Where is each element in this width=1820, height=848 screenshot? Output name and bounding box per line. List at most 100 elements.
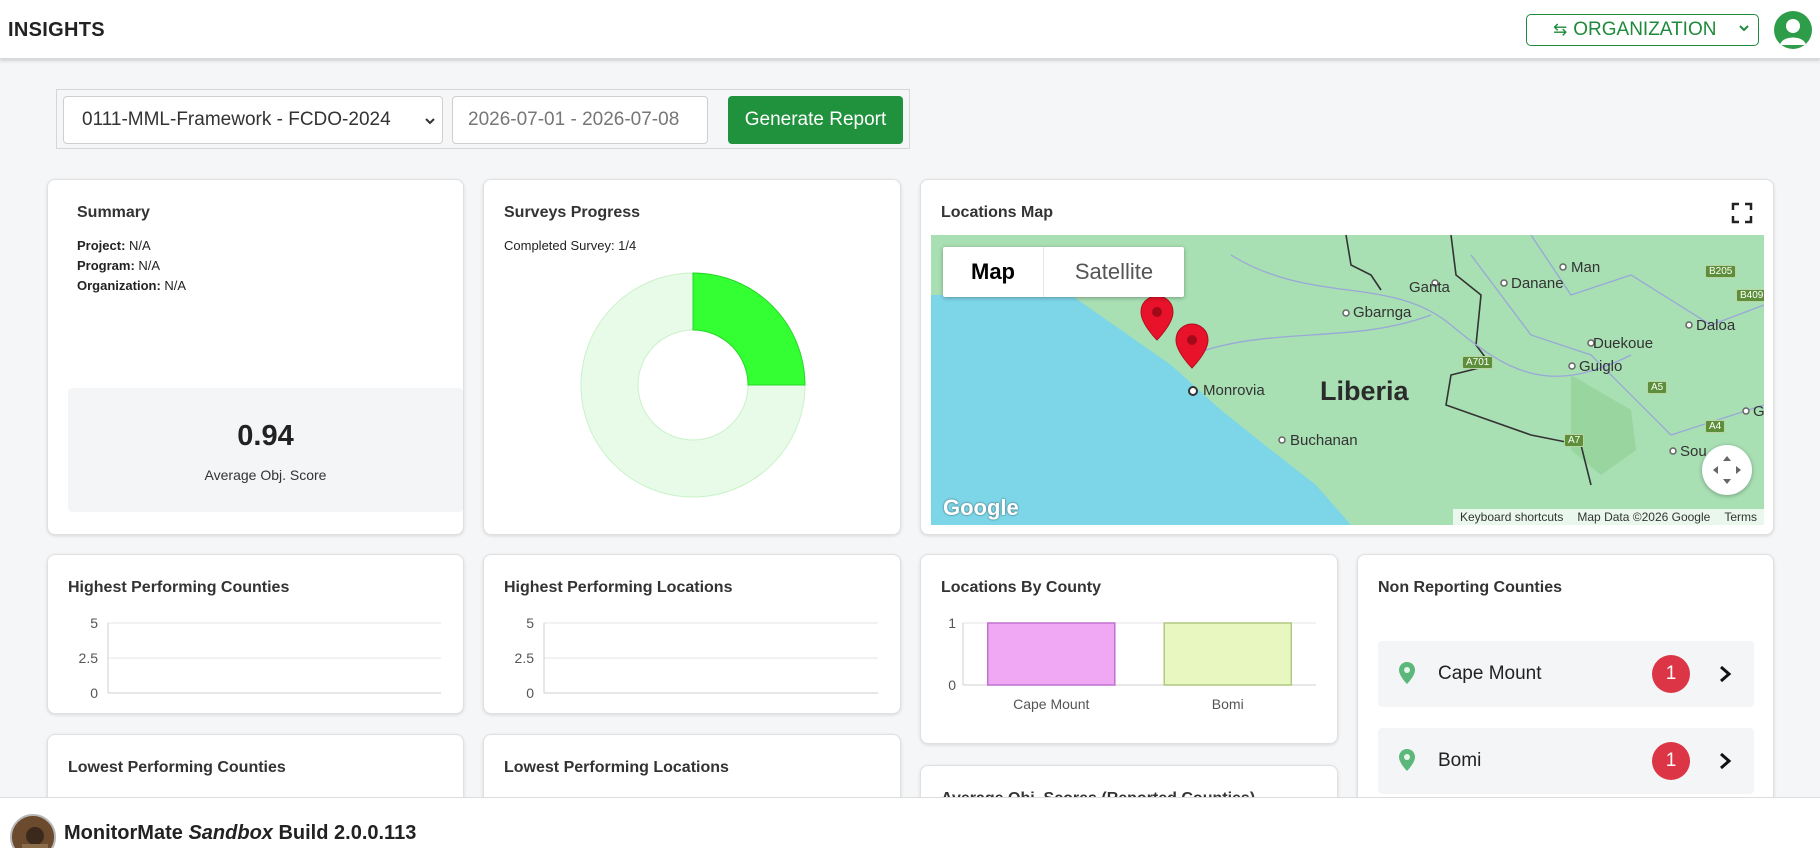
- build-version: Build 2.0.0.113: [278, 822, 417, 844]
- program-label: Program:: [77, 258, 135, 273]
- chevron-right-icon: [1720, 665, 1732, 683]
- non-reporting-county-item[interactable]: Cape Mount 1: [1378, 641, 1754, 707]
- map-attribution: Keyboard shortcuts Map Data ©2026 Google…: [1453, 509, 1764, 525]
- map-pin-icon[interactable]: [1140, 295, 1174, 341]
- county-name: Bomi: [1438, 750, 1482, 771]
- highway-marker: A4: [1705, 420, 1726, 433]
- project-select-value: 0111-MML-Framework - FCDO-2024: [82, 109, 391, 130]
- lowest-locations-title: Lowest Performing Locations: [504, 759, 729, 776]
- map-country-label: Liberia: [1320, 376, 1409, 406]
- organization-value: N/A: [164, 278, 187, 293]
- map-place-label: Man: [1571, 259, 1601, 276]
- brand-name: MonitorMate: [64, 822, 183, 844]
- x-tick-label: Bomi: [1212, 696, 1244, 712]
- map-place-label: Guiglo: [1579, 358, 1623, 375]
- project-label: Project:: [77, 238, 126, 253]
- map-place-label: Danane: [1511, 275, 1564, 292]
- y-tick-label: 1: [948, 615, 956, 631]
- highway-marker: A7: [1564, 434, 1585, 447]
- county-name: Cape Mount: [1438, 663, 1542, 684]
- keyboard-shortcuts-link[interactable]: Keyboard shortcuts: [1460, 510, 1564, 524]
- highest-counties-title: Highest Performing Counties: [68, 579, 290, 596]
- move-icon: [1713, 456, 1741, 484]
- x-tick-label: Cape Mount: [1013, 696, 1089, 712]
- highest-locations-title: Highest Performing Locations: [504, 579, 733, 596]
- environment-name: Sandbox: [188, 822, 273, 844]
- county-count-badge: 1: [1652, 655, 1690, 693]
- map-place-label: Monrovia: [1203, 382, 1265, 399]
- surveys-progress-card: Surveys Progress Completed Survey: 1/4: [483, 179, 901, 535]
- summary-title: Summary: [77, 204, 150, 221]
- chevron-down-icon: [425, 118, 435, 125]
- user-avatar[interactable]: [1774, 11, 1812, 49]
- terms-link[interactable]: Terms: [1724, 510, 1757, 524]
- non-reporting-title: Non Reporting Counties: [1378, 579, 1562, 596]
- map-place-label: Daloa: [1696, 317, 1736, 334]
- user-icon: [1780, 19, 1806, 45]
- non-reporting-county-item[interactable]: Bomi 1: [1378, 728, 1754, 794]
- date-range-input[interactable]: 2026-07-01 - 2026-07-08: [452, 96, 708, 144]
- fullscreen-icon[interactable]: [1731, 202, 1753, 224]
- highway-marker: A701: [1462, 356, 1494, 369]
- switch-icon: ⇆: [1553, 20, 1568, 39]
- donut-segment-remaining[interactable]: [580, 272, 806, 498]
- highway-marker: A5: [1647, 381, 1668, 394]
- county-count-badge: 1: [1652, 742, 1690, 780]
- app-footer: MonitorMate Sandbox Build 2.0.0.113: [0, 797, 1820, 848]
- average-score-box: 0.94 Average Obj. Score: [68, 388, 463, 512]
- map-place-label: Gbarnga: [1353, 304, 1412, 321]
- locations-map-card: Locations Map Monrovia Gbarn: [920, 179, 1774, 535]
- map-place-label: Ganta: [1409, 279, 1450, 296]
- y-tick-label: 0: [526, 685, 534, 701]
- map-place-label: Duekoue: [1593, 335, 1654, 352]
- lowest-counties-title: Lowest Performing Counties: [68, 759, 286, 776]
- project-select[interactable]: 0111-MML-Framework - FCDO-2024: [63, 96, 443, 144]
- map-pin-icon: [1399, 662, 1415, 684]
- organization-label: Organization:: [77, 278, 161, 293]
- donut-segment-completed[interactable]: [692, 272, 806, 386]
- map-data-text: Map Data ©2026 Google: [1577, 510, 1711, 524]
- y-tick-label: 5: [90, 615, 98, 631]
- map-place-label: Buchanan: [1290, 432, 1358, 449]
- bar-cape-mount[interactable]: [986, 622, 1116, 686]
- surveys-progress-title: Surveys Progress: [504, 204, 641, 221]
- y-tick-label: 2.5: [79, 650, 99, 666]
- map-type-map-button[interactable]: Map: [943, 247, 1044, 297]
- average-score-label: Average Obj. Score: [204, 467, 327, 483]
- bar-bomi[interactable]: [1163, 622, 1293, 686]
- average-score-value: 0.94: [237, 420, 294, 452]
- map-place-label: G: [1753, 403, 1764, 420]
- y-tick-label: 0: [948, 677, 956, 693]
- highway-marker: B409: [1736, 289, 1764, 302]
- surveys-donut-chart: [580, 272, 806, 498]
- map-pan-control[interactable]: [1702, 445, 1752, 495]
- chevron-right-icon: [1720, 752, 1732, 770]
- google-logo: Google: [943, 495, 1019, 520]
- y-tick-label: 0: [90, 685, 98, 701]
- chevron-down-icon: [1739, 25, 1749, 32]
- locations-map-title: Locations Map: [941, 204, 1054, 221]
- highest-performing-counties-card: Highest Performing Counties 5 2.5 0: [47, 554, 464, 714]
- project-value: N/A: [129, 238, 151, 253]
- completed-survey-text: Completed Survey: 1/4: [504, 238, 637, 253]
- generate-report-button[interactable]: Generate Report: [728, 96, 903, 144]
- organization-label: ORGANIZATION: [1573, 19, 1717, 40]
- locations-by-county-card: Locations By County 1 0 Cape Mount Bomi: [920, 554, 1338, 744]
- summary-details: Project: N/A Program: N/A Organization: …: [77, 236, 186, 296]
- highest-counties-chart: 5 2.5 0: [79, 615, 441, 701]
- map-type-toggle: Map Satellite: [943, 247, 1184, 297]
- map-pin-icon[interactable]: [1175, 323, 1209, 369]
- non-reporting-counties-card: Non Reporting Counties Cape Mount 1 Bomi…: [1357, 554, 1774, 814]
- report-filter-bar: 0111-MML-Framework - FCDO-2024 2026-07-0…: [56, 89, 910, 149]
- page-title: INSIGHTS: [8, 19, 105, 41]
- highest-performing-locations-card: Highest Performing Locations 5 2.5 0: [483, 554, 901, 714]
- monitormate-logo: [10, 814, 56, 848]
- locations-by-county-title: Locations By County: [941, 579, 1102, 596]
- map-type-satellite-button[interactable]: Satellite: [1074, 259, 1154, 284]
- highest-locations-chart: 5 2.5 0: [515, 615, 878, 701]
- map-canvas[interactable]: Monrovia Gbarnga Ganta Danane Man Duekou…: [931, 235, 1764, 525]
- highway-marker: B205: [1705, 265, 1737, 278]
- y-tick-label: 5: [526, 615, 534, 631]
- program-value: N/A: [138, 258, 161, 273]
- organization-select[interactable]: ⇆ ORGANIZATION: [1526, 14, 1759, 46]
